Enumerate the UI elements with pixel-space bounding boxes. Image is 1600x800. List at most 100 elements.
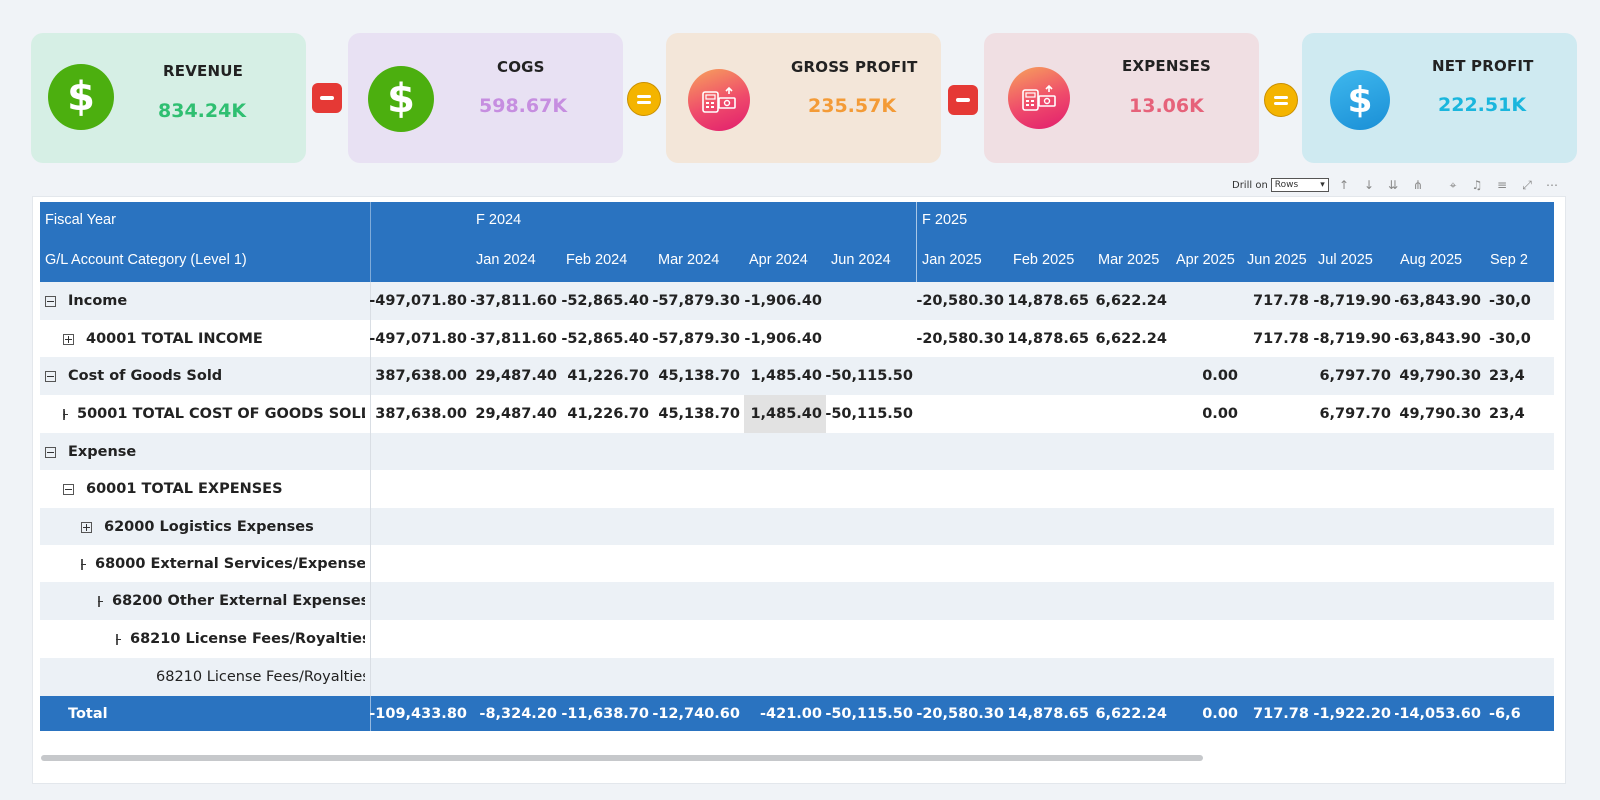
table-cell[interactable]: -57,879.30 xyxy=(653,331,740,347)
table-cell[interactable]: 49,790.30 xyxy=(1399,368,1481,384)
filter-icon[interactable]: ≡ xyxy=(1496,178,1508,192)
table-cell[interactable] xyxy=(1171,320,1242,358)
table-cell[interactable]: 23,4 xyxy=(1489,368,1525,384)
gross-profit-card[interactable]: GROSS PROFIT 235.57K xyxy=(666,33,941,163)
table-cell[interactable]: -30,0 xyxy=(1489,293,1531,309)
table-cell[interactable] xyxy=(826,320,917,358)
revenue-card[interactable]: $ REVENUE 834.24K xyxy=(31,33,306,163)
table-cell[interactable]: 717.78 xyxy=(1253,293,1309,309)
table-cell[interactable]: -37,811.60 xyxy=(471,293,557,309)
collapse-icon[interactable] xyxy=(81,558,86,570)
table-cell[interactable] xyxy=(917,357,1008,395)
month-header[interactable]: Jun 2024 xyxy=(831,251,891,268)
table-cell[interactable]: 6,622.24 xyxy=(1095,293,1167,309)
table-cell[interactable] xyxy=(1008,357,1093,395)
table-cell[interactable]: -52,865.40 xyxy=(561,293,649,309)
collapse-icon[interactable] xyxy=(116,633,121,645)
expand-icon[interactable] xyxy=(63,408,68,420)
expand-icon[interactable] xyxy=(81,521,92,533)
table-cell[interactable] xyxy=(917,395,1008,433)
table-cell[interactable]: 41,226.70 xyxy=(567,406,649,422)
collapse-icon[interactable] xyxy=(45,446,56,458)
table-cell[interactable]: -37,811.60 xyxy=(471,331,557,347)
table-cell[interactable]: 717.78 xyxy=(1253,331,1309,347)
more-options-icon[interactable]: ⋯ xyxy=(1546,178,1558,192)
month-header[interactable]: Jan 2025 xyxy=(922,251,982,268)
horizontal-scrollbar[interactable] xyxy=(41,755,1203,761)
month-header[interactable]: Feb 2025 xyxy=(1013,251,1075,268)
table-cell[interactable]: -20,580.30 xyxy=(917,293,1004,309)
table-cell[interactable]: -30,0 xyxy=(1489,331,1531,347)
table-cell[interactable]: -20,580.30 xyxy=(917,331,1004,347)
table-cell[interactable]: 6,797.70 xyxy=(1319,368,1391,384)
table-cell[interactable]: 1,485.40 xyxy=(750,368,822,384)
table-cell[interactable]: 387,638.00 xyxy=(375,368,467,384)
cogs-card[interactable]: $ COGS 598.67K xyxy=(348,33,623,163)
arrow-down-icon[interactable]: ↓ xyxy=(1363,178,1375,192)
expenses-card[interactable]: EXPENSES 13.06K xyxy=(984,33,1259,163)
table-cell[interactable]: -497,071.80 xyxy=(370,331,467,347)
expand-icon[interactable] xyxy=(63,333,74,345)
pin-icon[interactable]: ⌖ xyxy=(1449,177,1457,192)
table-cell[interactable] xyxy=(826,282,917,320)
table-cell[interactable]: 6,622.24 xyxy=(1095,331,1167,347)
row-header-label[interactable]: G/L Account Category (Level 1) xyxy=(45,251,247,268)
table-cell[interactable]: 23,4 xyxy=(1489,406,1525,422)
collapse-icon[interactable] xyxy=(45,295,56,307)
expand-hierarchy-icon[interactable]: ⋔ xyxy=(1412,178,1424,192)
table-cell[interactable]: -63,843.90 xyxy=(1395,293,1481,309)
table-cell[interactable]: -1,906.40 xyxy=(744,293,822,309)
expand-all-down-icon[interactable]: ⇊ xyxy=(1387,178,1399,192)
collapse-icon[interactable] xyxy=(45,370,56,382)
focus-mode-icon[interactable]: ⤢ xyxy=(1522,177,1532,192)
year-group-header[interactable]: F 2025 xyxy=(922,211,968,228)
month-header[interactable]: Jul 2025 xyxy=(1318,251,1373,268)
drill-select[interactable]: Rows ▾ xyxy=(1270,178,1329,192)
month-header[interactable]: Jun 2025 xyxy=(1247,251,1307,268)
table-cell[interactable]: 0.00 xyxy=(1202,368,1238,384)
table-cell[interactable]: 1,485.40 xyxy=(744,395,826,433)
table-cell[interactable]: 29,487.40 xyxy=(475,406,557,422)
month-header[interactable]: Sep 2 xyxy=(1490,251,1528,268)
collapse-icon[interactable] xyxy=(98,595,103,607)
table-cell[interactable]: -497,071.80 xyxy=(370,293,467,309)
month-header[interactable]: Mar 2024 xyxy=(658,251,720,268)
bell-icon[interactable]: ♫ xyxy=(1471,178,1483,192)
month-header[interactable]: Jan 2024 xyxy=(476,251,536,268)
collapse-icon[interactable] xyxy=(63,483,74,495)
month-header[interactable]: Mar 2025 xyxy=(1098,251,1160,268)
table-cell[interactable] xyxy=(1242,395,1313,433)
fiscal-year-header[interactable]: Fiscal Year xyxy=(45,211,116,228)
arrow-up-icon[interactable]: ↑ xyxy=(1338,178,1350,192)
table-cell[interactable]: -50,115.50 xyxy=(826,406,913,422)
table-cell[interactable]: 41,226.70 xyxy=(567,368,649,384)
month-header[interactable]: Apr 2025 xyxy=(1176,251,1235,268)
table-cell[interactable] xyxy=(1093,395,1171,433)
table-cell[interactable]: -52,865.40 xyxy=(561,331,649,347)
table-cell[interactable]: 49,790.30 xyxy=(1399,406,1481,422)
table-cell[interactable]: -1,906.40 xyxy=(744,331,822,347)
table-cell[interactable]: 0.00 xyxy=(1202,406,1238,422)
table-cell[interactable]: 14,878.65 xyxy=(1008,293,1089,309)
table-cell[interactable] xyxy=(1171,282,1242,320)
table-cell[interactable]: -8,719.90 xyxy=(1313,331,1391,347)
table-cell[interactable]: -63,843.90 xyxy=(1395,331,1481,347)
table-cell[interactable] xyxy=(1093,357,1171,395)
header-row-fiscal-year: Fiscal Year F 2024 F 2025 xyxy=(40,202,1554,237)
table-cell[interactable]: 14,878.65 xyxy=(1008,331,1089,347)
table-cell[interactable]: -8,719.90 xyxy=(1313,293,1391,309)
month-header[interactable]: Apr 2024 xyxy=(749,251,808,268)
net-profit-card[interactable]: $ NET PROFIT 222.51K xyxy=(1302,33,1577,163)
table-cell[interactable]: 45,138.70 xyxy=(658,368,740,384)
month-header[interactable]: Aug 2025 xyxy=(1400,251,1463,268)
table-cell[interactable]: -50,115.50 xyxy=(826,368,913,384)
table-cell[interactable]: 29,487.40 xyxy=(475,368,557,384)
table-cell[interactable]: 6,797.70 xyxy=(1319,406,1391,422)
year-group-header[interactable]: F 2024 xyxy=(476,211,522,228)
table-cell[interactable]: -57,879.30 xyxy=(653,293,740,309)
table-cell[interactable]: 45,138.70 xyxy=(658,406,740,422)
table-cell[interactable] xyxy=(1008,395,1093,433)
table-cell[interactable]: 387,638.00 xyxy=(375,406,467,422)
month-header[interactable]: Feb 2024 xyxy=(566,251,628,268)
table-cell[interactable] xyxy=(1242,357,1313,395)
